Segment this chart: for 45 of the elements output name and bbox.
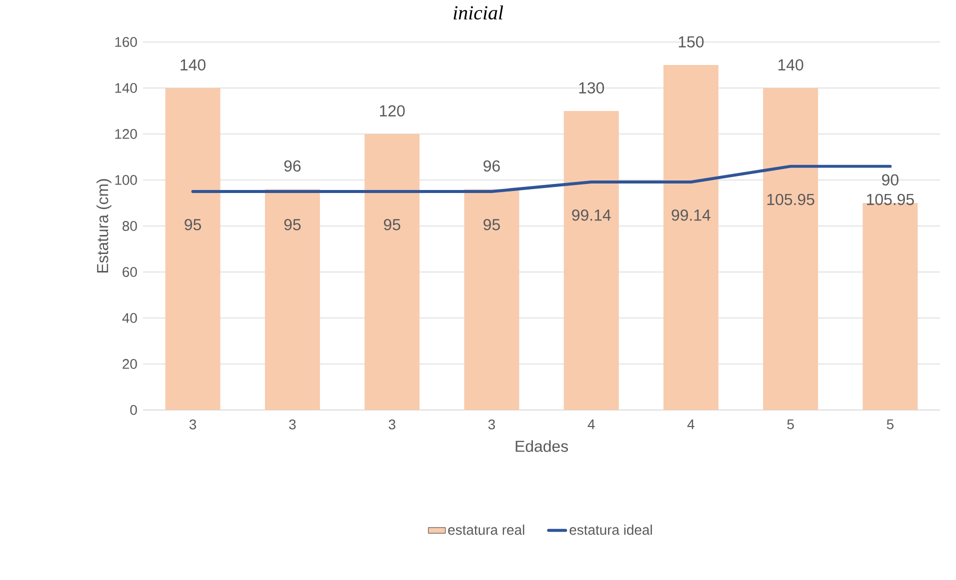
y-tick-label: 120 <box>115 129 137 139</box>
legend-label: estatura real <box>448 524 524 535</box>
data-label: 95 <box>184 219 201 230</box>
data-label: 120 <box>380 105 405 116</box>
x-tick-label: 3 <box>488 420 495 430</box>
data-label: 130 <box>579 82 604 94</box>
y-tick-label: 160 <box>115 37 137 47</box>
bar <box>364 134 420 410</box>
x-tick-label: 5 <box>886 420 894 430</box>
data-label: 150 <box>678 36 704 48</box>
y-axis-title: Estatura (cm) <box>96 179 112 273</box>
y-tick-label: 140 <box>115 83 137 93</box>
data-label: 99.14 <box>672 210 710 221</box>
data-label: 105.95 <box>867 194 914 206</box>
bar <box>564 110 619 410</box>
y-tick-label: 40 <box>122 313 137 323</box>
data-label: 96 <box>284 160 301 172</box>
bar <box>264 189 320 410</box>
bar <box>165 88 220 410</box>
data-label: 105.95 <box>767 194 814 206</box>
x-axis-title: Edades <box>516 440 568 452</box>
y-tick-label: 0 <box>130 405 137 415</box>
y-tick-label: 20 <box>122 359 137 369</box>
y-tick-label: 80 <box>122 221 137 231</box>
x-tick-label: 3 <box>289 420 296 430</box>
data-label: 95 <box>284 219 301 230</box>
data-label: 90 <box>882 174 898 186</box>
y-tick-label: 60 <box>122 267 137 277</box>
x-tick-label: 4 <box>588 420 595 430</box>
data-label: 99.14 <box>572 210 611 221</box>
bar <box>763 88 818 410</box>
data-label: 96 <box>484 160 500 172</box>
x-tick-label: 4 <box>687 420 694 430</box>
chart-title: inicial <box>454 6 504 20</box>
y-tick-label: 100 <box>115 175 137 185</box>
bar <box>464 189 520 410</box>
x-tick-label: 3 <box>388 420 396 430</box>
data-label: 95 <box>384 219 400 230</box>
x-tick-label: 3 <box>189 420 196 430</box>
data-label: 140 <box>180 59 206 70</box>
data-label: 140 <box>778 59 804 70</box>
bar <box>663 64 718 410</box>
x-tick-label: 5 <box>787 420 794 430</box>
data-label: 95 <box>484 219 500 230</box>
legend-label: estatura ideal <box>570 524 652 535</box>
